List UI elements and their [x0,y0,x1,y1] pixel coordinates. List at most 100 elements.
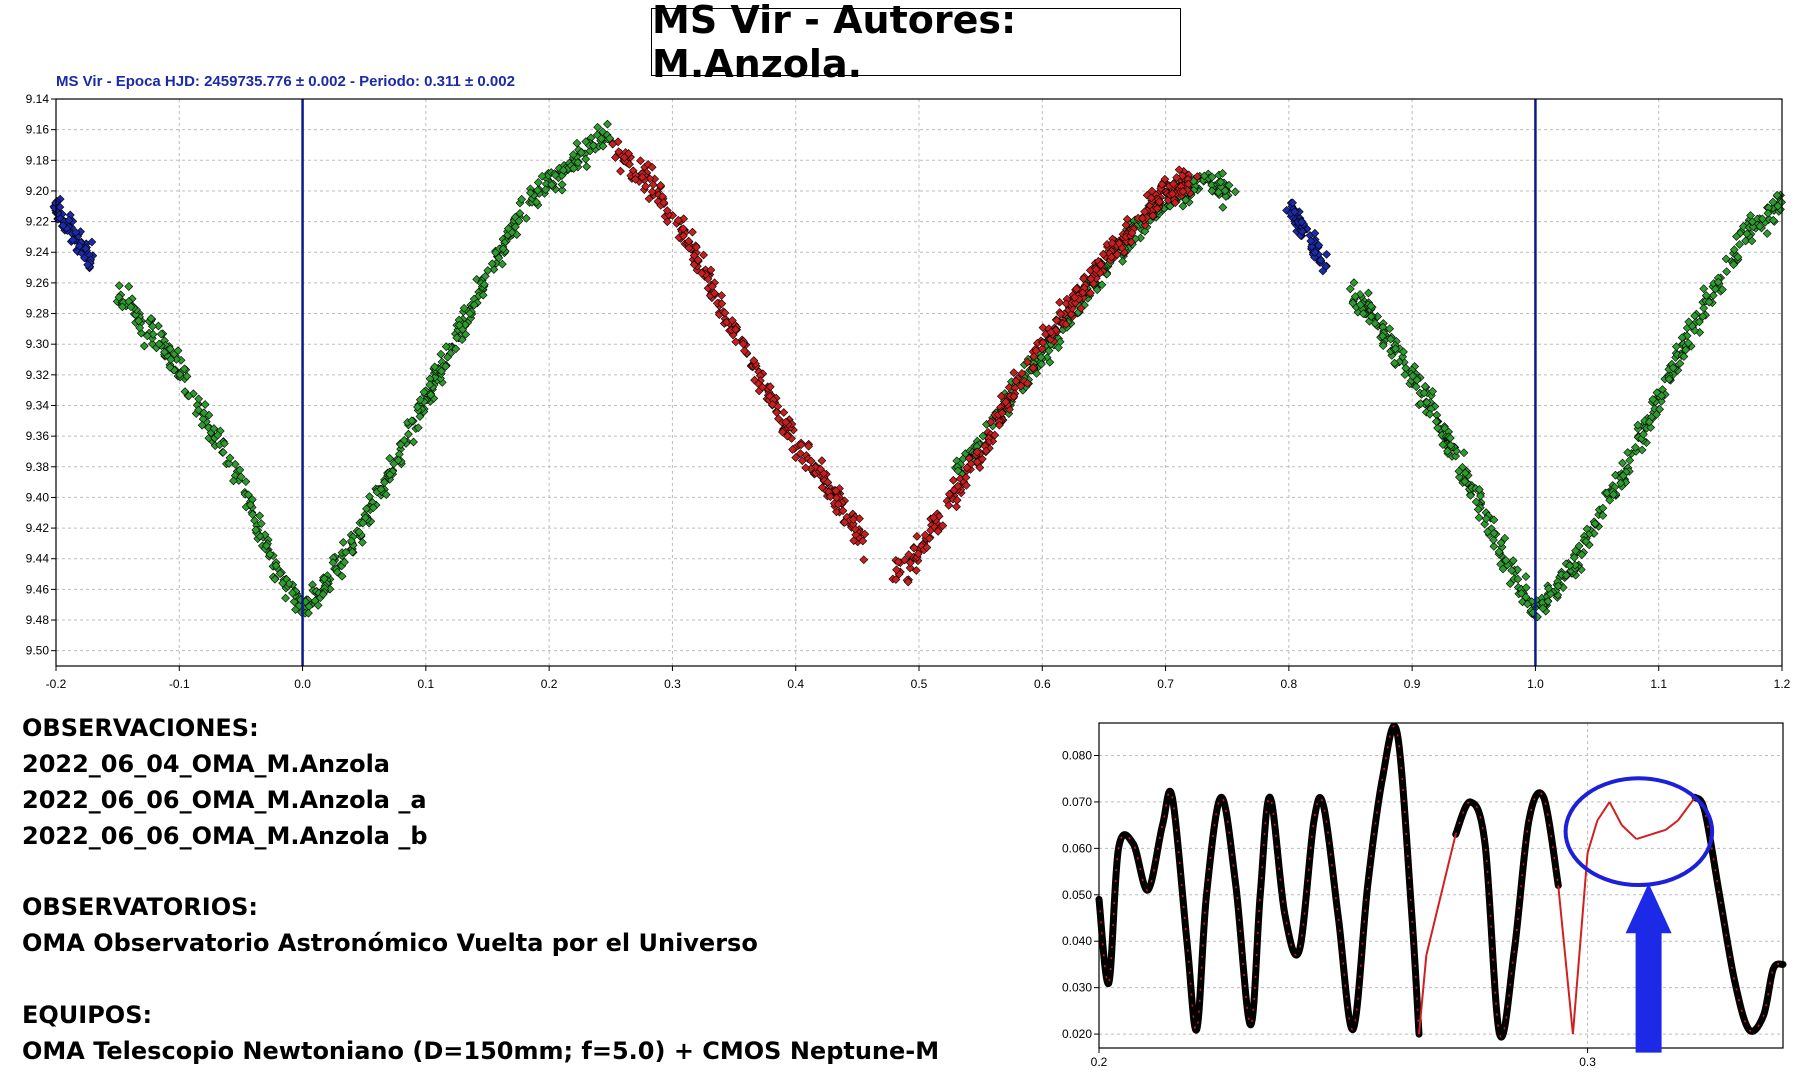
main-data-point [986,417,996,427]
main-data-point [220,439,229,449]
main-y-tick-label: 9.18 [26,153,50,167]
main-data-point [319,574,329,584]
main-data-point [393,455,403,465]
main-data-point [1096,260,1106,269]
main-data-point [533,185,543,195]
main-data-point [693,255,703,265]
highlight-arrow [1625,883,1672,1053]
main-data-point [156,329,166,339]
period-curve-piece [1095,722,1423,1038]
main-data-point [1639,429,1648,439]
main-data-point [717,291,726,300]
main-data-point [454,315,464,325]
main-data-point [1412,375,1422,385]
main-data-point [385,453,395,463]
main-data-point [165,344,175,354]
main-x-tick-label: 0.9 [1404,677,1421,691]
main-data-point [1513,574,1523,584]
main-data-point [148,321,157,331]
main-y-tick-label: 9.38 [26,460,50,474]
main-data-point [71,228,81,237]
main-data-point [1668,363,1678,373]
main-data-point [995,420,1004,430]
main-data-point [1757,214,1767,224]
period-gap-line [1586,820,1599,854]
main-data-point [1677,333,1687,342]
main-data-point [641,181,651,191]
observation-item-2: 2022_06_06_OMA_M.Anzola _a [22,786,427,814]
main-data-point [922,543,932,552]
main-data-point [1348,298,1358,308]
main-data-point [727,316,737,325]
observatory-item-1: OMA Observatorio Astronómico Vuelta por … [22,929,758,957]
main-data-point [740,346,749,356]
main-data-point [1690,311,1700,321]
main-data-point [832,493,841,503]
main-data-point [1713,277,1723,287]
main-data-point [557,180,567,189]
main-y-tick-label: 9.34 [26,398,50,412]
main-data-point [1701,291,1711,300]
main-x-tick-label: 0.3 [664,677,681,691]
main-data-point [1218,203,1228,212]
main-data-point [68,235,78,245]
main-plot-frame [55,98,1783,667]
main-data-point [1118,256,1127,266]
main-data-point [765,382,775,392]
main-data-point [1178,187,1188,196]
main-data-point [284,579,294,589]
main-data-point [81,244,91,253]
main-y-tick-label: 9.42 [26,521,50,535]
main-data-point [891,575,901,584]
main-data-point [953,466,963,476]
main-data-point [905,558,915,568]
main-data-point [1431,417,1441,426]
main-x-tick-label: 1.0 [1527,677,1544,691]
main-data-point [1772,190,1782,200]
main-data-point [1207,180,1217,190]
main-data-point [362,504,371,514]
main-data-point [1408,371,1418,381]
main-data-point [1521,583,1531,592]
main-data-point [497,259,507,269]
main-data-point [1373,312,1382,321]
main-data-point [851,530,861,540]
main-data-point [662,206,672,215]
main-data-point [1684,317,1694,327]
main-data-point [1710,284,1720,294]
main-data-point [731,325,741,334]
main-data-point [1742,229,1752,239]
main-data-point [381,490,391,500]
main-y-tick-label: 9.40 [26,490,50,504]
main-data-point [782,431,792,441]
main-data-point [1146,193,1156,203]
main-data-point [218,448,228,457]
main-data-point [573,158,583,167]
main-data-point [679,231,688,241]
main-data-point [313,600,323,610]
main-data-point [394,449,404,459]
main-data-point [648,180,658,190]
main-data-point [801,463,811,473]
observation-item-1: 2022_06_04_OMA_M.Anzola [22,750,390,778]
main-data-point [1466,490,1475,500]
main-data-point [1443,446,1452,456]
main-data-point [1538,603,1548,613]
main-y-tick-label: 9.28 [26,307,50,321]
main-data-point [678,224,688,234]
main-data-point [209,424,219,433]
main-data-point [1422,397,1432,407]
main-data-point [1310,247,1320,257]
main-data-point [796,449,805,458]
main-data-point [611,153,620,162]
main-data-point [1609,490,1618,499]
main-data-point [572,138,582,148]
main-data-point [944,500,954,510]
main-data-point [913,549,923,559]
main-data-point [354,527,364,537]
main-x-tick-label: 1.1 [1650,677,1667,691]
main-data-point [1122,214,1132,224]
main-data-point [521,213,531,223]
main-data-point [154,339,164,349]
main-data-point [1718,285,1727,295]
